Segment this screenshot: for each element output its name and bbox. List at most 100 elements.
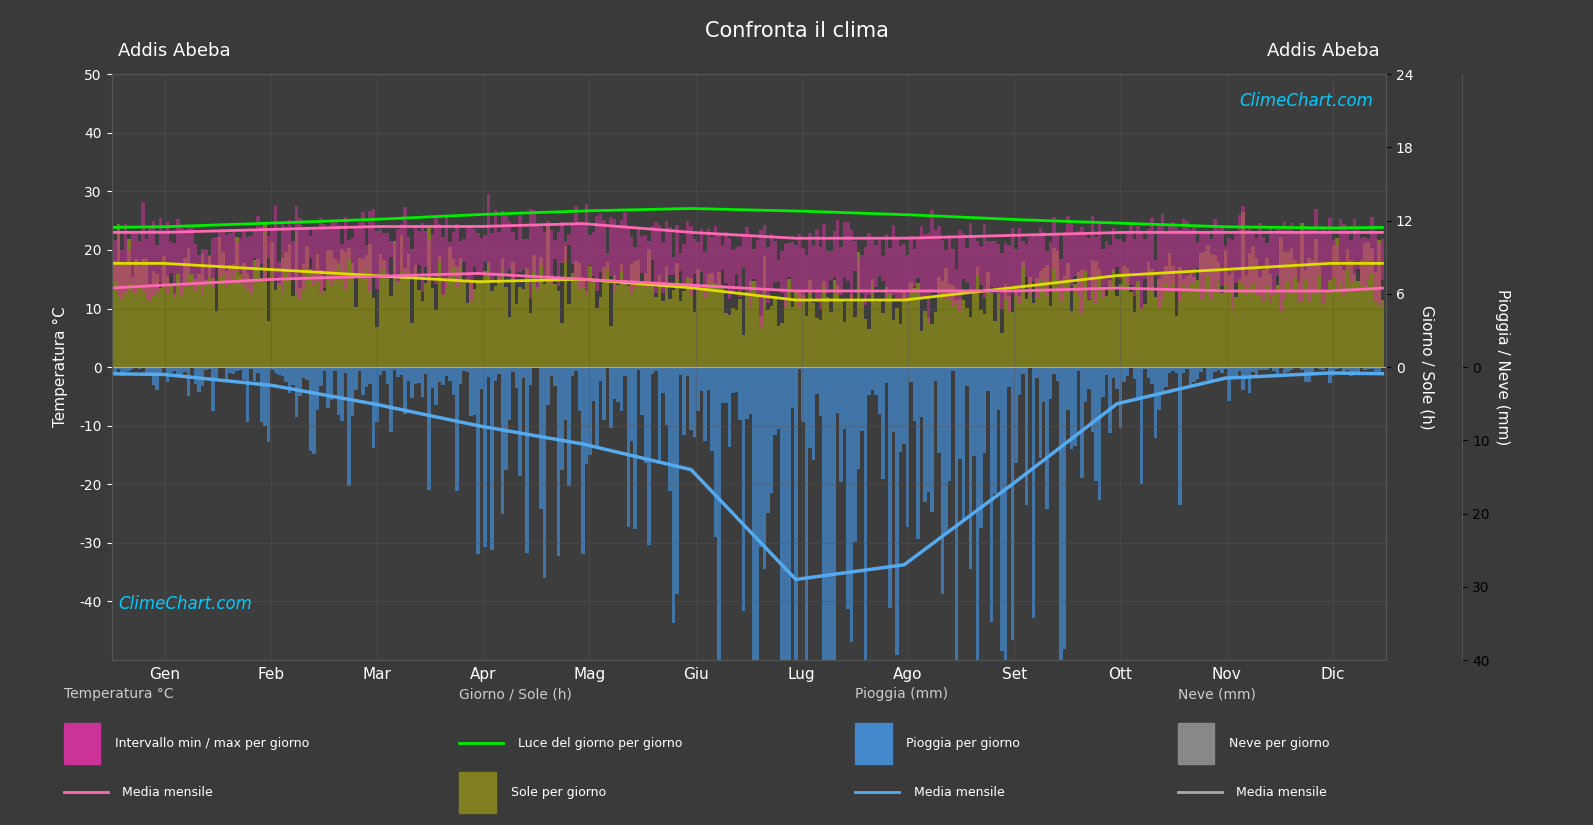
Bar (515, 367, 518, 388)
Bar (623, 280, 626, 367)
Bar (760, 367, 763, 547)
Bar (742, 235, 746, 268)
Bar (1063, 232, 1066, 285)
Bar (863, 319, 868, 367)
Bar (298, 367, 301, 396)
Text: Sole per giorno: Sole per giorno (511, 786, 605, 799)
Bar (1364, 243, 1367, 367)
Bar (479, 367, 483, 389)
Bar (374, 231, 379, 289)
Bar (1303, 367, 1308, 382)
Bar (1053, 248, 1056, 367)
Bar (382, 233, 386, 269)
Text: Giorno / Sole (h): Giorno / Sole (h) (459, 687, 572, 701)
Bar (948, 234, 951, 299)
Bar (927, 233, 930, 324)
Bar (1091, 261, 1094, 367)
Bar (256, 260, 260, 367)
Bar (473, 229, 476, 266)
Bar (186, 248, 190, 367)
Bar (585, 367, 588, 464)
Bar (573, 367, 578, 370)
Bar (406, 254, 409, 367)
Bar (1321, 290, 1325, 367)
Bar (546, 221, 550, 277)
Bar (898, 247, 902, 299)
Bar (239, 274, 242, 367)
Bar (1185, 367, 1188, 370)
Bar (696, 367, 699, 411)
Bar (1042, 232, 1045, 281)
Bar (710, 237, 714, 283)
Bar (1206, 245, 1209, 367)
Bar (669, 299, 672, 367)
Bar (435, 218, 438, 284)
Text: ClimeChart.com: ClimeChart.com (1239, 92, 1373, 110)
Bar (1164, 266, 1168, 367)
Bar (444, 217, 449, 287)
Bar (452, 232, 456, 266)
Bar (581, 278, 585, 367)
Bar (508, 317, 511, 367)
Bar (400, 235, 403, 367)
Bar (644, 234, 647, 288)
Bar (204, 280, 207, 367)
Bar (1133, 238, 1136, 296)
Bar (201, 249, 204, 295)
Bar (260, 278, 263, 367)
Bar (793, 367, 798, 667)
Bar (1279, 237, 1282, 367)
Bar (965, 248, 969, 282)
Bar (1098, 367, 1101, 500)
Bar (855, 723, 892, 764)
Bar (298, 218, 301, 299)
Bar (1048, 242, 1053, 284)
Bar (421, 223, 424, 292)
Bar (459, 367, 462, 384)
Bar (742, 367, 746, 610)
Bar (965, 367, 969, 386)
Bar (119, 367, 124, 376)
Bar (1214, 367, 1217, 372)
Bar (1196, 280, 1200, 367)
Bar (661, 367, 664, 393)
Bar (1074, 284, 1077, 367)
Bar (301, 367, 306, 378)
Bar (777, 260, 781, 281)
Bar (1314, 239, 1317, 367)
Bar (268, 321, 271, 367)
Bar (798, 234, 801, 308)
Bar (1346, 230, 1349, 269)
Bar (863, 247, 868, 305)
Bar (605, 262, 609, 367)
Bar (567, 234, 570, 245)
Bar (403, 268, 406, 367)
Bar (868, 233, 871, 295)
Bar (1317, 367, 1321, 369)
Bar (465, 367, 470, 372)
Bar (1094, 238, 1098, 304)
Bar (1244, 367, 1247, 375)
Bar (1059, 367, 1063, 701)
Bar (1147, 262, 1150, 367)
Bar (941, 240, 945, 290)
Bar (1356, 367, 1360, 375)
Bar (347, 248, 350, 367)
Bar (669, 228, 672, 275)
Bar (113, 261, 116, 367)
Bar (992, 321, 997, 367)
Bar (1276, 367, 1279, 377)
Bar (910, 367, 913, 383)
Bar (1147, 367, 1150, 378)
Bar (1133, 313, 1136, 367)
Bar (268, 367, 271, 442)
Bar (599, 297, 602, 367)
Bar (1352, 367, 1356, 372)
Bar (1282, 367, 1287, 373)
Bar (1048, 367, 1053, 399)
Bar (1021, 261, 1024, 367)
Bar (1153, 367, 1157, 437)
Bar (323, 367, 327, 371)
Bar (532, 255, 535, 367)
Bar (169, 242, 172, 273)
